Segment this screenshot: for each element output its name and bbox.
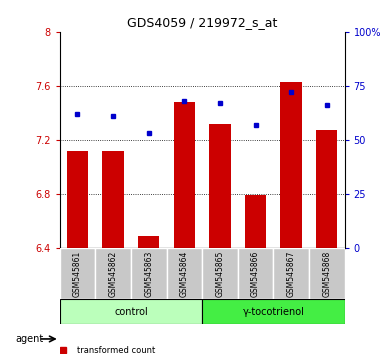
Bar bbox=[280, 82, 302, 248]
Bar bbox=[209, 124, 231, 248]
Bar bbox=[138, 236, 159, 248]
Bar bbox=[166, 248, 202, 299]
Bar bbox=[273, 248, 309, 299]
Bar bbox=[102, 150, 124, 248]
Title: GDS4059 / 219972_s_at: GDS4059 / 219972_s_at bbox=[127, 16, 277, 29]
Bar bbox=[131, 248, 166, 299]
Bar bbox=[60, 248, 95, 299]
Bar bbox=[67, 150, 88, 248]
Bar bbox=[95, 248, 131, 299]
Bar bbox=[60, 299, 202, 324]
Text: GSM545862: GSM545862 bbox=[109, 250, 117, 297]
Text: GSM545868: GSM545868 bbox=[322, 250, 331, 297]
Text: transformed count: transformed count bbox=[77, 346, 155, 354]
Bar bbox=[174, 102, 195, 248]
Text: GSM545866: GSM545866 bbox=[251, 250, 260, 297]
Text: agent: agent bbox=[15, 334, 44, 344]
Bar bbox=[238, 248, 273, 299]
Text: γ-tocotrienol: γ-tocotrienol bbox=[243, 307, 304, 316]
Text: GSM545863: GSM545863 bbox=[144, 250, 153, 297]
Bar bbox=[202, 248, 238, 299]
Text: GSM545861: GSM545861 bbox=[73, 250, 82, 297]
Bar bbox=[245, 195, 266, 248]
Bar bbox=[309, 248, 345, 299]
Text: control: control bbox=[114, 307, 148, 316]
Bar bbox=[202, 299, 345, 324]
Text: GSM545867: GSM545867 bbox=[287, 250, 296, 297]
Text: GSM545865: GSM545865 bbox=[216, 250, 224, 297]
Bar bbox=[316, 130, 337, 248]
Text: GSM545864: GSM545864 bbox=[180, 250, 189, 297]
